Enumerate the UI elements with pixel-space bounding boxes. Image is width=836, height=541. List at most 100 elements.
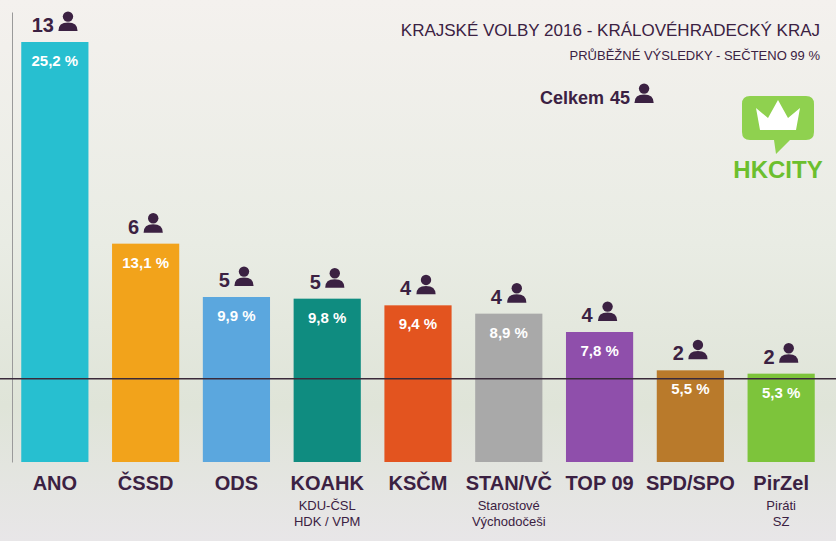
category-label: ČSSD (118, 471, 174, 494)
category-note: HDK / VPM (294, 514, 360, 529)
seat-label-group: 2 (764, 343, 799, 368)
icon-head (330, 268, 340, 278)
person-icon (58, 11, 77, 31)
data-label: 9,9 % (217, 307, 255, 324)
threshold-line (0, 378, 836, 380)
data-label: 13,1 % (122, 254, 169, 271)
seat-label: 4 (400, 277, 412, 299)
data-label: 9,4 % (399, 315, 437, 332)
seat-label: 6 (128, 216, 139, 238)
bar (566, 332, 633, 462)
logo: HKCITY (733, 96, 822, 183)
person-icon (234, 266, 253, 286)
category-label: TOP 09 (565, 472, 633, 494)
title: KRAJSKÉ VOLBY 2016 - KRÁLOVÉHRADECKÝ KRA… (401, 21, 820, 40)
bar (112, 244, 179, 462)
logo-bubble (742, 96, 814, 154)
seat-label-group: 4 (400, 275, 436, 300)
seat-label-group: 4 (582, 301, 618, 326)
data-labels: 25,2 % 13,1 % 9,9 % 9,8 % 9,4 % 8,9 % 7,8 % 5,5… (32, 52, 801, 401)
icon-body (58, 23, 77, 31)
x-tick: KOAHK (291, 462, 365, 494)
icon-body (507, 294, 526, 302)
icon-body (144, 224, 163, 232)
icon-head (421, 275, 431, 285)
y-axis-line (12, 13, 13, 463)
category-label: PirZel (753, 472, 809, 494)
person-icon (325, 268, 344, 288)
data-label: 5,5 % (671, 380, 709, 397)
icon-head (63, 11, 73, 21)
icon-head (784, 343, 794, 353)
bar (21, 42, 88, 462)
background (0, 0, 836, 541)
category-label: KSČM (389, 471, 448, 494)
category-note: SZ (773, 514, 790, 529)
seat-label: 13 (32, 14, 54, 36)
icon-head (602, 301, 612, 311)
total: Celkem 45 (540, 83, 654, 108)
x-tick: TOP 09 (565, 462, 633, 494)
icon-body (634, 95, 653, 103)
category-label: ODS (215, 472, 258, 494)
person-icon (507, 283, 526, 303)
x-tick: STAN/VČ (466, 462, 552, 494)
icon-head (512, 283, 522, 293)
category-note: Piráti (766, 498, 796, 513)
bars (21, 42, 814, 462)
seat-label: 4 (582, 304, 594, 326)
category-notes: KDU-ČSLHDK / VPMStarostovéVýchodočešiPir… (294, 498, 796, 529)
category-label: ANO (33, 472, 77, 494)
bar (294, 299, 361, 462)
icon-head (239, 266, 249, 276)
bar (475, 314, 542, 462)
category-note: KDU-ČSL (299, 498, 356, 513)
seat-label: 5 (310, 271, 321, 293)
seat-labels: 13 6 5 5 4 4 4 2 2 (32, 11, 799, 367)
y-axis (12, 13, 13, 463)
seat-label-group: 13 (32, 11, 78, 36)
seat-label: 5 (219, 269, 230, 291)
seat-label: 4 (491, 286, 503, 308)
person-icon (416, 275, 435, 295)
bar (203, 297, 270, 462)
person-icon (688, 340, 707, 360)
x-tick: ANO (33, 462, 77, 494)
category-note: Starostové (478, 498, 540, 513)
x-tick: PirZel (753, 462, 809, 494)
category-label: KOAHK (291, 472, 365, 494)
seat-label: 2 (764, 346, 775, 368)
seat-label-group: 4 (491, 283, 527, 308)
chart: ANO ČSSD ODS KOAHK KSČM STAN/VČ TOP 09 SPD/SPO P… (0, 0, 836, 541)
x-tick: ČSSD (118, 462, 174, 494)
icon-body (234, 278, 253, 286)
data-label: 5,3 % (762, 384, 800, 401)
data-label: 9,8 % (308, 309, 346, 326)
seat-label-group: 5 (219, 266, 254, 291)
person-icon (598, 301, 617, 321)
x-axis: ANO ČSSD ODS KOAHK KSČM STAN/VČ TOP 09 SPD/SPO P… (33, 462, 809, 494)
icon-body (325, 279, 344, 287)
category-label: STAN/VČ (466, 471, 552, 494)
data-label: 7,8 % (580, 342, 618, 359)
total-label: Celkem (540, 88, 604, 108)
data-label: 8,9 % (490, 324, 528, 341)
total-seats: 45 (610, 88, 630, 108)
bar (748, 374, 815, 462)
subtitle: PRŮBĚŽNÉ VÝSLEDKY - SEČTENO 99 % (570, 48, 821, 63)
seat-label-group: 5 (310, 268, 345, 293)
logo-text: HKCITY (733, 156, 822, 183)
x-tick: ODS (215, 462, 258, 494)
logo-crown (756, 100, 800, 130)
seat-label-group: 2 (673, 340, 708, 365)
bar (657, 370, 724, 462)
person-icon (144, 213, 163, 233)
icon-body (779, 354, 798, 362)
x-tick: SPD/SPO (646, 462, 735, 494)
icon-body (688, 351, 707, 359)
data-label: 25,2 % (32, 52, 79, 69)
icon-head (693, 340, 703, 350)
category-label: SPD/SPO (646, 472, 735, 494)
x-tick: KSČM (389, 462, 448, 494)
bar (384, 305, 451, 462)
